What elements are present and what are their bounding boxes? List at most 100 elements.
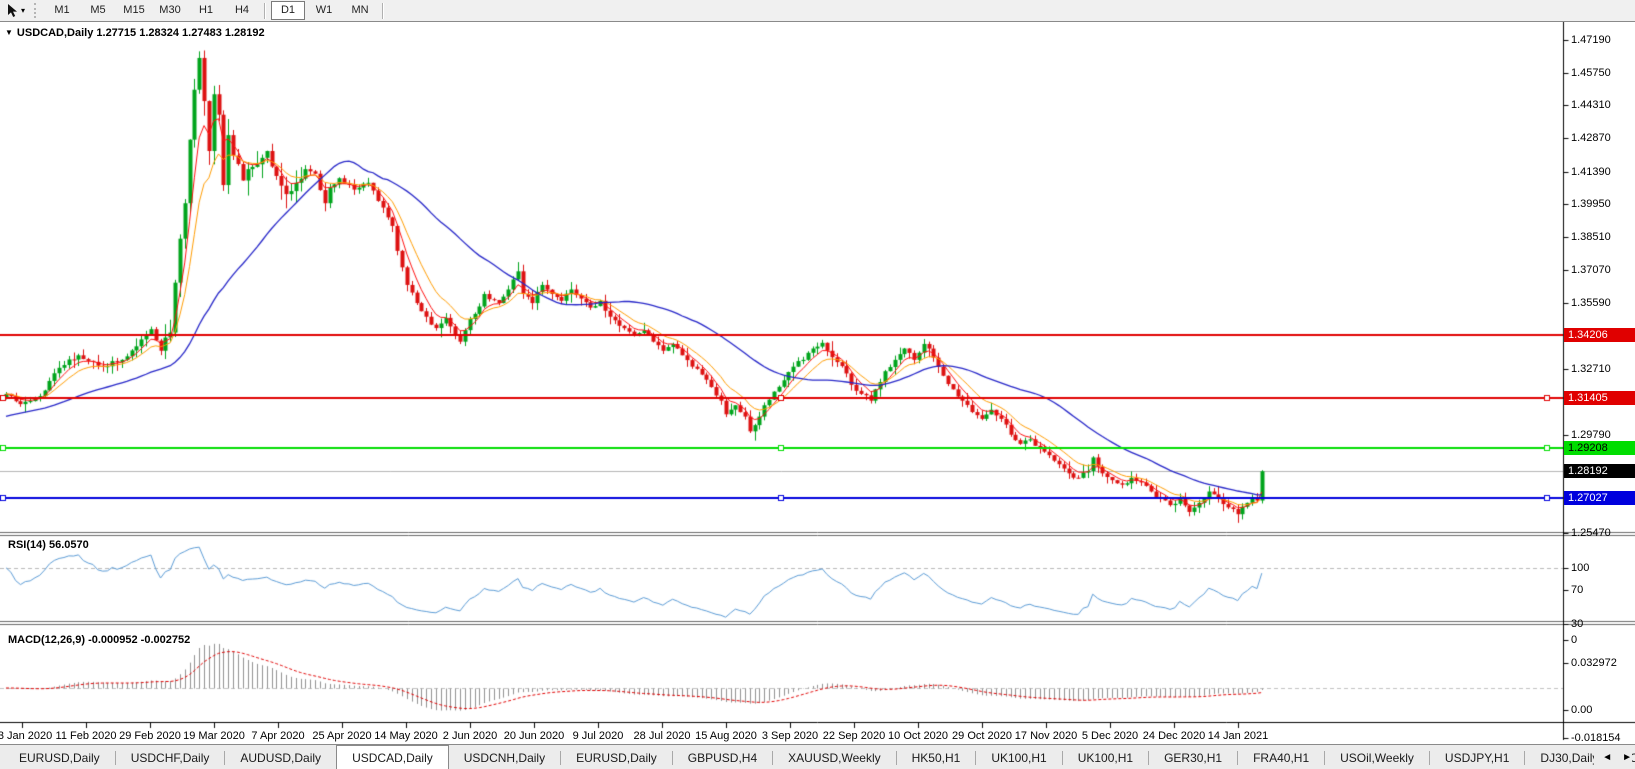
- symbol-tab-eurusd-daily[interactable]: EURUSD,Daily: [576, 750, 657, 765]
- macd-label: MACD(12,26,9) -0.000952 -0.002752: [8, 634, 191, 646]
- chart-title: ▼ USDCAD,Daily 1.27715 1.28324 1.27483 1.…: [5, 27, 265, 39]
- symbol-tabs: EURUSD,Daily USDCHF,Daily AUDUSD,Daily USDC…: [4, 745, 1635, 769]
- price-tick-label: 1.35590: [1571, 297, 1611, 310]
- chart-canvas[interactable]: [0, 22, 1635, 744]
- tab-scroll-right-button[interactable]: ►: [1622, 751, 1632, 763]
- price-tick-label: 1.39950: [1571, 198, 1611, 211]
- cursor-tool-caret-icon[interactable]: ▾: [21, 6, 26, 15]
- price-line-badge: 1.31405: [1564, 391, 1635, 406]
- date-tick-label: 24 Dec 2020: [1142, 730, 1206, 742]
- date-tick-label: 11 Feb 2020: [55, 730, 117, 742]
- price-tick-label: 1.42870: [1571, 132, 1611, 145]
- rsi-tick-label: 30: [1571, 618, 1584, 630]
- symbol-tab-usoil-weekly[interactable]: USOil,Weekly: [1340, 750, 1414, 765]
- symbol-tab-xauusd-weekly[interactable]: XAUUSD,Weekly: [788, 750, 881, 765]
- date-tick-label: 14 Jan 2021: [1207, 730, 1269, 742]
- tab-separator: [1061, 750, 1063, 765]
- symbol-tab-china300-h1[interactable]: CHINA300,H1: [1614, 745, 1635, 769]
- price-tick-label: 1.44310: [1571, 99, 1611, 112]
- toolbar: ▾ M1 M5 M15 M30 H1 H4 D1 W1 MN: [0, 0, 1635, 22]
- date-tick-label: 9 Jul 2020: [572, 730, 624, 742]
- price-line-badge: 1.27027: [1564, 490, 1635, 505]
- macd-tick-label: -0.018154: [1571, 732, 1621, 744]
- tab-separator: [975, 750, 977, 765]
- date-tick-label: 22 Sep 2020: [822, 730, 886, 742]
- price-tick-label: 1.41390: [1571, 165, 1611, 178]
- macd-tick-label: 0.00: [1571, 704, 1593, 716]
- date-tick-label: 14 May 2020: [374, 730, 438, 742]
- symbol-tab-ger30-h1[interactable]: GER30,H1: [1164, 750, 1223, 765]
- date-tick-label: 17 Nov 2020: [1014, 730, 1078, 742]
- rsi-label: RSI(14) 56.0570: [8, 539, 89, 551]
- tab-separator: [224, 750, 226, 765]
- tab-separator: [1524, 750, 1526, 765]
- price-tick-label: 1.29790: [1571, 428, 1611, 441]
- toolbar-separator: [264, 2, 266, 19]
- ohlc-high: 1.28324: [139, 27, 179, 39]
- toolbar-separator: [382, 2, 384, 19]
- date-tick-label: 29 Feb 2020: [119, 730, 181, 742]
- symbol-tab-usdcnh-daily[interactable]: USDCNH,Daily: [463, 750, 546, 765]
- symbol-tab-dj30-daily[interactable]: DJ30,Daily: [1540, 750, 1599, 765]
- timeframe-button-m5[interactable]: M5: [90, 4, 106, 16]
- cursor-tool-icon[interactable]: [3, 2, 21, 20]
- symbol-tab-uk100-h1[interactable]: UK100,H1: [1077, 750, 1134, 765]
- tab-separator: [114, 750, 116, 765]
- symbol-tab-usdchf-daily[interactable]: USDCHF,Daily: [130, 750, 210, 765]
- ohlc-close: 1.28192: [224, 27, 265, 39]
- tab-separator: [895, 750, 897, 765]
- ohlc-open: 1.27715: [96, 27, 137, 39]
- tab-separator: [772, 750, 774, 765]
- timeframe-button-d1[interactable]: D1: [271, 1, 305, 20]
- date-tick-label: 5 Dec 2020: [1081, 730, 1139, 742]
- rsi-tick-label: 100: [1571, 562, 1590, 574]
- timeframe-button-mn[interactable]: MN: [351, 4, 369, 16]
- price-tick-label: 1.47190: [1571, 34, 1611, 46]
- chart-symbol: USDCAD,Daily: [16, 27, 94, 39]
- rsi-tick-label: 70: [1571, 584, 1584, 596]
- symbol-tab-uk100-h1[interactable]: UK100,H1: [991, 750, 1047, 765]
- timeframe-button-m15[interactable]: M15: [123, 4, 145, 16]
- tab-scroll-left-button[interactable]: ◄: [1602, 751, 1613, 763]
- tab-separator: [671, 750, 673, 765]
- date-tick-label: 15 Aug 2020: [695, 730, 757, 742]
- symbol-tab-audusd-daily[interactable]: AUDUSD,Daily: [240, 750, 322, 765]
- date-tick-label: 28 Jul 2020: [633, 730, 691, 742]
- tab-separator: [1148, 750, 1150, 765]
- symbol-tab-hk50-h1[interactable]: HK50,H1: [911, 750, 961, 765]
- price-tick-label: 1.37070: [1571, 263, 1611, 276]
- date-tick-label: 7 Apr 2020: [251, 730, 305, 742]
- symbol-tab-bar: EURUSD,Daily USDCHF,Daily AUDUSD,Daily USDC…: [0, 744, 1635, 769]
- current-price-badge: 1.28192: [1564, 464, 1635, 479]
- price-tick-label: 1.38510: [1571, 231, 1611, 244]
- date-tick-label: 20 Jun 2020: [503, 730, 565, 742]
- tab-separator: [560, 750, 562, 765]
- tab-scroll-arrows: ◄ ►: [1594, 745, 1632, 769]
- price-tick-label: 1.45750: [1571, 66, 1611, 79]
- date-tick-label: 19 Mar 2020: [183, 730, 245, 742]
- rsi-tick-label: 0: [1571, 634, 1578, 646]
- timeframe-button-m1[interactable]: M1: [54, 4, 70, 16]
- macd-tick-label: 0.032972: [1571, 657, 1617, 669]
- price-tick-label: 1.32710: [1571, 362, 1611, 375]
- timeframe-button-h4[interactable]: H4: [234, 4, 250, 16]
- date-tick-label: 3 Sep 2020: [761, 730, 819, 742]
- timeframe-toolbar: M1 M5 M15 M30 H1 H4 D1 W1 MN: [44, 1, 388, 20]
- symbol-tab-gbpusd-h4[interactable]: GBPUSD,H4: [687, 750, 758, 765]
- date-tick-label: 10 Oct 2020: [888, 730, 948, 742]
- symbol-tab-usdjpy-h1[interactable]: USDJPY,H1: [1444, 750, 1510, 765]
- timeframe-button-m30[interactable]: M30: [159, 4, 181, 16]
- price-tick-label: 1.25470: [1571, 527, 1611, 540]
- date-tick-label: 23 Jan 2020: [0, 730, 53, 742]
- chart-dropdown-icon[interactable]: ▼: [5, 28, 13, 37]
- date-tick-label: 25 Apr 2020: [312, 730, 372, 742]
- price-line-badge: 1.29208: [1564, 441, 1635, 456]
- timeframe-button-h1[interactable]: H1: [198, 4, 214, 16]
- symbol-tab-usdcad-daily[interactable]: USDCAD,Daily: [336, 745, 449, 769]
- tab-separator: [1237, 750, 1239, 765]
- symbol-tab-fra40-h1[interactable]: FRA40,H1: [1253, 750, 1310, 765]
- ohlc-low: 1.27483: [182, 27, 222, 39]
- timeframe-button-w1[interactable]: W1: [315, 4, 333, 16]
- symbol-tab-eurusd-daily[interactable]: EURUSD,Daily: [19, 750, 100, 765]
